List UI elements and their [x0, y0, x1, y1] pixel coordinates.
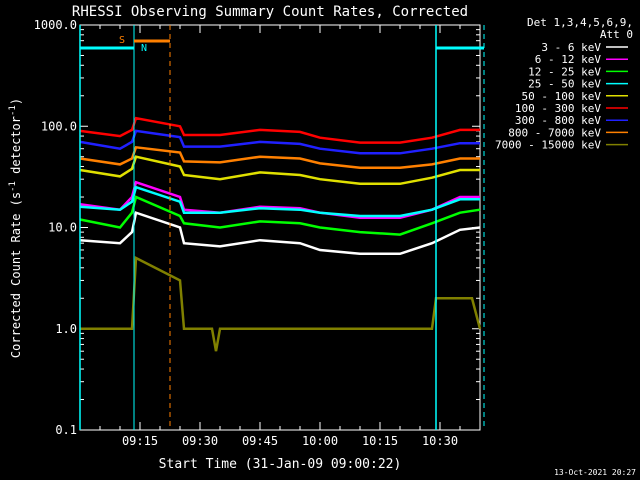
x-tick-label: 10:00 [302, 434, 338, 448]
x-tick-label: 09:30 [182, 434, 218, 448]
series-line [79, 211, 481, 256]
flag-label: N [141, 43, 147, 54]
series-line [79, 155, 480, 186]
x-tick-label: 10:15 [362, 434, 398, 448]
x-axis-label: Start Time (31-Jan-09 09:00:22) [159, 457, 402, 472]
x-tick-label: 10:30 [422, 434, 458, 448]
chart-title: RHESSI Observing Summary Count Rates, Co… [72, 4, 468, 20]
legend-label: 800 - 7000 keV [508, 126, 601, 139]
legend-label: 12 - 25 keV [528, 65, 601, 78]
legend-label: 6 - 12 keV [535, 53, 602, 66]
series-line [79, 116, 480, 144]
legend-label: 7000 - 15000 keV [495, 139, 601, 152]
y-tick-label: 1.0 [55, 322, 77, 336]
series-line [79, 195, 481, 236]
y-tick-label: 0.1 [55, 423, 77, 437]
y-axis: 0.1 1.0 10.0 100.0 1000.0 [34, 18, 480, 437]
legend-header-1: Det 1,3,4,5,6,9, [527, 16, 633, 29]
x-tick-label: 09:15 [122, 434, 158, 448]
legend-header-2: Att 0 [600, 28, 633, 41]
x-axis: 09:15 09:30 09:45 10:00 10:15 10:30 [99, 25, 481, 448]
legend-label: 25 - 50 keV [528, 78, 601, 91]
y-tick-label: 1000.0 [34, 18, 77, 32]
render-timestamp: 13-Oct-2021 20:27 [554, 468, 636, 477]
flag-group: SN [79, 25, 485, 430]
series-line [79, 145, 480, 169]
flag-label: S [119, 35, 125, 46]
series-group [79, 116, 482, 352]
legend-label: 300 - 800 keV [515, 114, 601, 127]
legend-label: 50 - 100 keV [522, 90, 602, 103]
series-line [79, 185, 480, 218]
x-tick-label: 09:45 [242, 434, 278, 448]
legend-label: 3 - 6 keV [541, 41, 601, 54]
series-line [80, 256, 482, 352]
y-tick-label: 10.0 [48, 221, 77, 235]
y-tick-label: 100.0 [41, 119, 77, 133]
legend-label: 100 - 300 keV [515, 102, 601, 115]
series-line [79, 129, 480, 155]
y-axis-label: Corrected Count Rate (s-1 detector-1) [8, 98, 23, 358]
